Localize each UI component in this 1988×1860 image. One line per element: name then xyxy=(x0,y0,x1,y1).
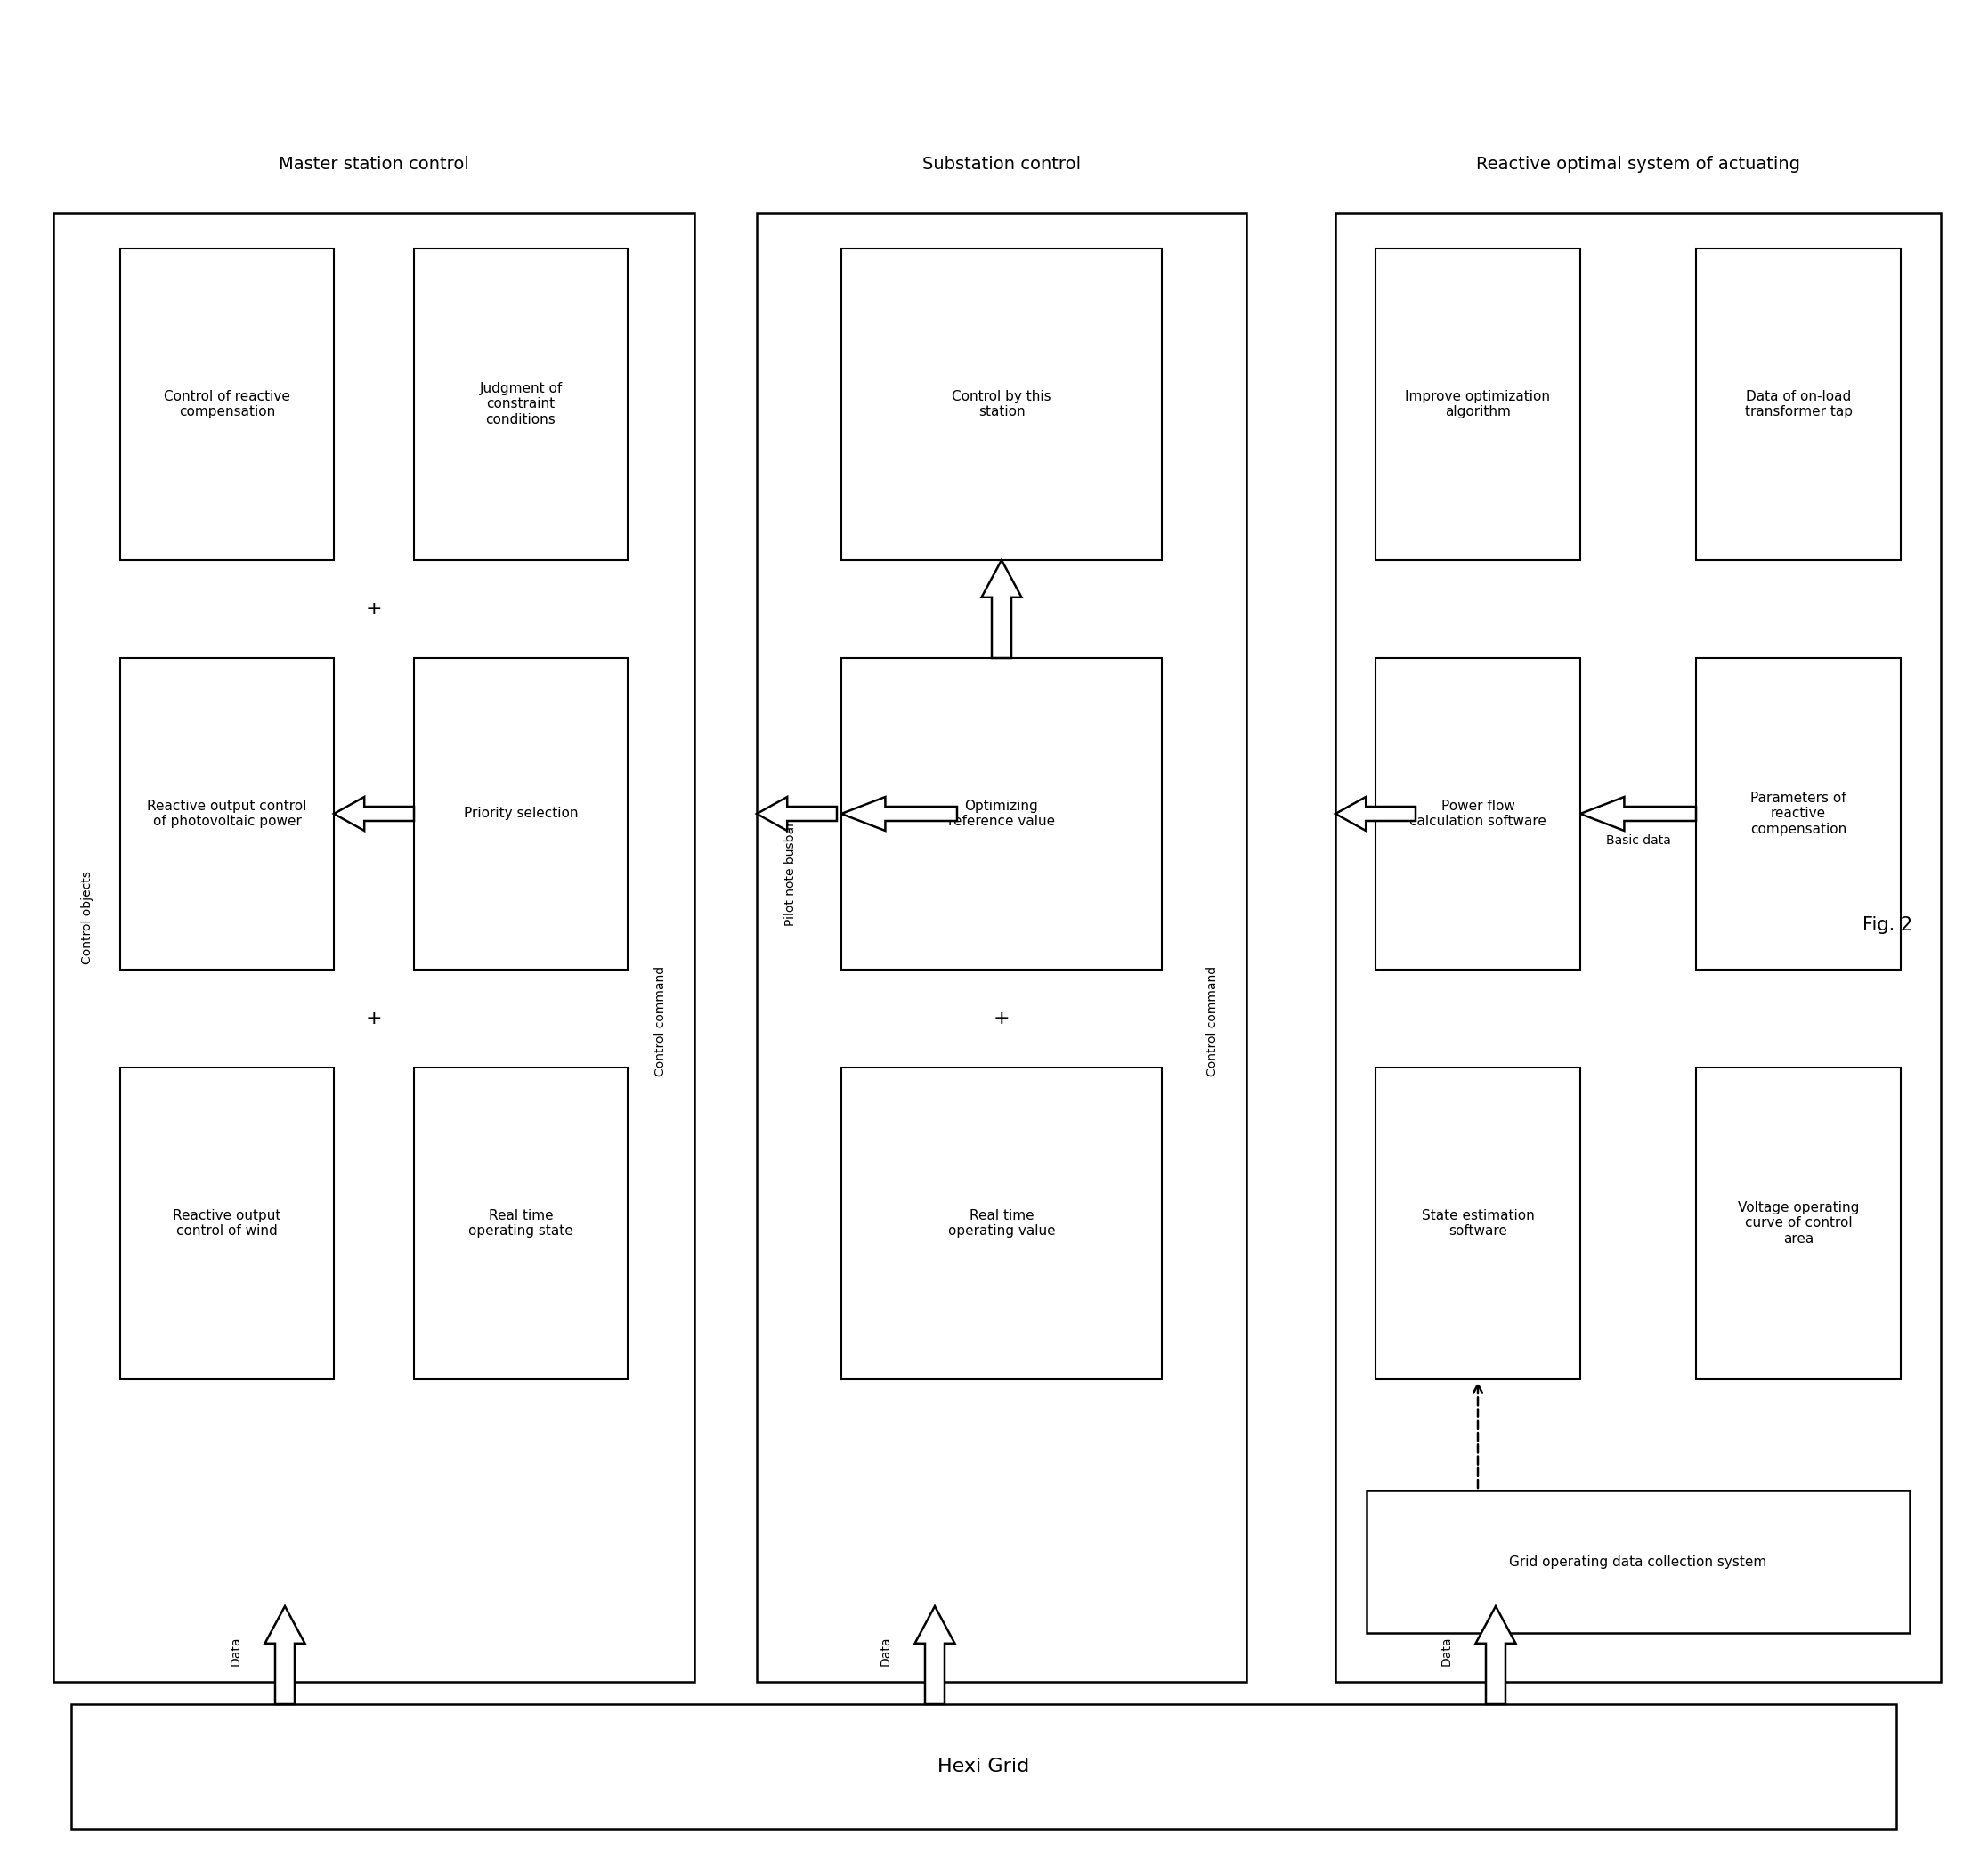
Polygon shape xyxy=(982,560,1022,658)
Polygon shape xyxy=(264,1607,304,1704)
Text: Reactive optimal system of actuating: Reactive optimal system of actuating xyxy=(1475,156,1801,173)
Text: Optimizing
reference value: Optimizing reference value xyxy=(948,800,1056,828)
Text: Data of on-load
transformer tap: Data of on-load transformer tap xyxy=(1745,391,1853,419)
Bar xyxy=(54,212,694,1681)
Bar xyxy=(414,658,628,969)
Bar xyxy=(1696,249,1901,560)
Text: Real time
operating state: Real time operating state xyxy=(469,1209,573,1237)
Polygon shape xyxy=(914,1607,954,1704)
Bar xyxy=(414,249,628,560)
Text: Master station control: Master station control xyxy=(278,156,469,173)
Polygon shape xyxy=(841,796,956,831)
Text: Real time
operating value: Real time operating value xyxy=(948,1209,1056,1237)
Polygon shape xyxy=(1580,796,1696,831)
Text: Data: Data xyxy=(879,1635,893,1667)
Text: +: + xyxy=(366,601,382,618)
Text: Reactive output control
of photovoltaic power: Reactive output control of photovoltaic … xyxy=(147,800,306,828)
Text: Hexi Grid: Hexi Grid xyxy=(938,1758,1030,1776)
Text: Voltage operating
curve of control
area: Voltage operating curve of control area xyxy=(1738,1202,1859,1246)
Text: Basic data: Basic data xyxy=(1606,835,1670,846)
Polygon shape xyxy=(1475,1607,1515,1704)
Text: Judgment of
constraint
conditions: Judgment of constraint conditions xyxy=(479,381,563,426)
Text: Control by this
station: Control by this station xyxy=(952,391,1052,419)
Bar xyxy=(119,1068,334,1380)
Bar xyxy=(841,249,1161,560)
Text: Power flow
calculation software: Power flow calculation software xyxy=(1409,800,1547,828)
Text: Priority selection: Priority selection xyxy=(463,807,579,820)
Text: Reactive output
control of wind: Reactive output control of wind xyxy=(173,1209,280,1237)
Text: Control command: Control command xyxy=(1207,965,1219,1077)
Bar xyxy=(1696,1068,1901,1380)
Bar xyxy=(757,212,1246,1681)
Bar xyxy=(119,658,334,969)
Text: Grid operating data collection system: Grid operating data collection system xyxy=(1509,1555,1767,1568)
Text: Substation control: Substation control xyxy=(922,156,1081,173)
Polygon shape xyxy=(334,796,414,831)
Text: Improve optimization
algorithm: Improve optimization algorithm xyxy=(1406,391,1551,419)
Bar xyxy=(1376,249,1580,560)
Bar xyxy=(414,1068,628,1380)
Text: Data: Data xyxy=(1441,1635,1453,1667)
Text: Control command: Control command xyxy=(654,965,666,1077)
Polygon shape xyxy=(757,796,837,831)
Text: State estimation
software: State estimation software xyxy=(1421,1209,1535,1237)
Text: +: + xyxy=(994,1010,1010,1027)
Bar xyxy=(1376,658,1580,969)
Text: Fig. 2: Fig. 2 xyxy=(1863,917,1912,934)
Bar xyxy=(1336,212,1940,1681)
Bar xyxy=(1696,658,1901,969)
Bar xyxy=(1366,1490,1910,1633)
Text: Parameters of
reactive
compensation: Parameters of reactive compensation xyxy=(1749,792,1847,835)
Polygon shape xyxy=(1336,796,1415,831)
Bar xyxy=(841,1068,1161,1380)
Bar xyxy=(72,1704,1897,1828)
Text: Control objects: Control objects xyxy=(82,870,93,965)
Text: Pilot note busbar: Pilot note busbar xyxy=(785,822,797,926)
Text: Data: Data xyxy=(231,1635,243,1667)
Bar xyxy=(119,249,334,560)
Text: +: + xyxy=(366,1010,382,1027)
Bar xyxy=(841,658,1161,969)
Bar xyxy=(1376,1068,1580,1380)
Text: Control of reactive
compensation: Control of reactive compensation xyxy=(163,391,290,419)
